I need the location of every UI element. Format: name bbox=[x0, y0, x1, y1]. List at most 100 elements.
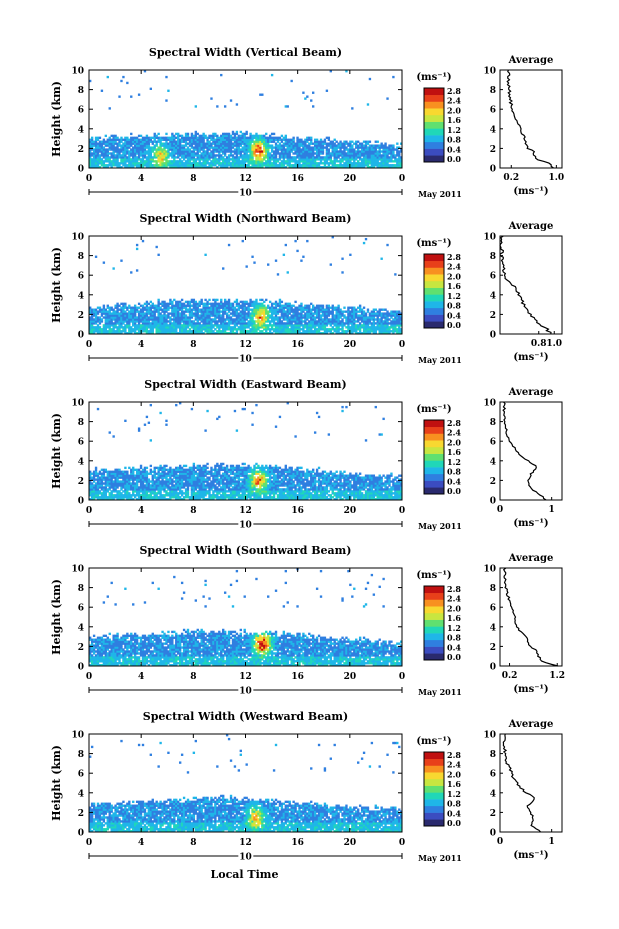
heatmap-cell bbox=[390, 166, 393, 169]
heatmap-cell bbox=[184, 166, 188, 169]
heatmap-cell bbox=[380, 318, 383, 321]
heatmap-cell bbox=[270, 328, 274, 331]
heatmap-cell bbox=[116, 330, 119, 333]
heatmap-cell bbox=[145, 304, 149, 307]
y-tick-label: 2 bbox=[78, 311, 84, 321]
heatmap-cell bbox=[358, 164, 362, 167]
heatmap-cell bbox=[241, 310, 244, 313]
heatmap-cell bbox=[341, 310, 344, 313]
heatmap-cell bbox=[151, 160, 154, 163]
heatmap-cell bbox=[259, 308, 262, 311]
heatmap-cell bbox=[362, 156, 366, 159]
heatmap-cell bbox=[182, 316, 186, 319]
heatmap-cell bbox=[227, 316, 231, 319]
heatmap-cell bbox=[274, 142, 278, 145]
heatmap-cell bbox=[118, 494, 121, 497]
heatmap-cell bbox=[116, 332, 119, 335]
heatmap-cell bbox=[362, 150, 366, 153]
heatmap-cell bbox=[263, 150, 266, 153]
heatmap-cell bbox=[274, 162, 278, 165]
heatmap-cell bbox=[192, 322, 196, 325]
heatmap-cell bbox=[259, 138, 262, 141]
heatmap-cell bbox=[263, 154, 266, 157]
heatmap-cell bbox=[180, 302, 184, 305]
heatmap-cell bbox=[239, 328, 242, 331]
heatmap-cell bbox=[360, 314, 364, 317]
heatmap-cell bbox=[143, 322, 147, 325]
heatmap-cell bbox=[90, 144, 94, 147]
heatmap-cell bbox=[300, 320, 303, 323]
heatmap-cell bbox=[333, 160, 336, 163]
heatmap-cell bbox=[398, 158, 401, 161]
heatmap-cell bbox=[251, 146, 254, 149]
heatmap-cell bbox=[153, 306, 156, 309]
heatmap-cell bbox=[177, 314, 180, 317]
heatmap-cell bbox=[290, 150, 293, 153]
heatmap-cell bbox=[288, 154, 291, 157]
heatmap-cell bbox=[237, 158, 241, 161]
heatmap-cell bbox=[259, 312, 262, 315]
heatmap-cell bbox=[190, 308, 194, 311]
heatmap-cell bbox=[366, 316, 370, 319]
heatmap-cell bbox=[116, 480, 119, 483]
heatmap-cell bbox=[308, 316, 311, 319]
heatmap-cell bbox=[222, 166, 225, 169]
heatmap-cell bbox=[376, 314, 379, 317]
heatmap-cell bbox=[98, 158, 102, 161]
heatmap-cell bbox=[178, 306, 182, 309]
heatmap-cell bbox=[106, 142, 109, 145]
heatmap-cell bbox=[392, 156, 395, 159]
heatmap-cell bbox=[306, 306, 309, 309]
heatmap-cell bbox=[251, 310, 254, 313]
heatmap-cell bbox=[223, 152, 227, 155]
heatmap-cell bbox=[194, 164, 197, 167]
heatmap-cell bbox=[319, 138, 323, 141]
heatmap-cell bbox=[120, 492, 123, 495]
heatmap-cell bbox=[161, 162, 164, 165]
heatmap-cell bbox=[112, 146, 115, 149]
heatmap-cell bbox=[243, 146, 246, 149]
heatmap-cell bbox=[210, 306, 213, 309]
colorbar-swatch bbox=[424, 155, 444, 163]
heatmap-cell bbox=[184, 134, 188, 138]
heatmap-cell bbox=[323, 158, 327, 161]
heatmap-cell bbox=[188, 156, 192, 159]
heatmap-cell bbox=[280, 160, 284, 163]
heatmap-cell bbox=[126, 81, 129, 85]
heatmap-cell bbox=[292, 316, 295, 319]
heatmap-cell bbox=[241, 300, 244, 304]
heatmap-cell bbox=[130, 310, 133, 313]
heatmap-cell bbox=[120, 496, 123, 499]
heatmap-cell bbox=[94, 484, 98, 487]
heatmap-cell bbox=[108, 498, 111, 501]
heatmap-cell bbox=[200, 328, 203, 331]
heatmap-cell bbox=[106, 158, 109, 161]
heatmap-cell bbox=[268, 138, 272, 141]
heatmap-cell bbox=[169, 326, 172, 329]
heatmap-cell bbox=[280, 138, 284, 141]
heatmap-cell bbox=[274, 328, 278, 331]
heatmap-cell bbox=[212, 154, 215, 157]
heatmap-cell bbox=[364, 148, 368, 151]
heatmap-cell bbox=[343, 154, 346, 157]
heatmap-cell bbox=[122, 75, 125, 79]
heatmap-cell bbox=[298, 322, 301, 325]
heatmap-cell bbox=[135, 326, 139, 329]
heatmap-cell bbox=[227, 140, 231, 143]
heatmap-cell bbox=[177, 134, 180, 138]
heatmap-cell bbox=[257, 310, 260, 313]
heatmap-cell bbox=[296, 322, 299, 325]
heatmap-cell bbox=[212, 320, 215, 323]
heatmap-cell bbox=[126, 146, 129, 149]
heatmap-cell bbox=[178, 148, 182, 151]
heatmap-cell bbox=[106, 320, 109, 323]
heatmap-cell bbox=[382, 152, 385, 155]
heatmap-cell bbox=[249, 158, 252, 161]
heatmap-cell bbox=[173, 324, 176, 327]
heatmap-cell bbox=[159, 140, 162, 143]
heatmap-cell bbox=[274, 144, 278, 147]
heatmap-cell bbox=[90, 482, 94, 485]
heatmap-cell bbox=[145, 162, 149, 165]
heatmap-cell bbox=[114, 478, 117, 481]
heatmap-cell bbox=[358, 314, 362, 317]
